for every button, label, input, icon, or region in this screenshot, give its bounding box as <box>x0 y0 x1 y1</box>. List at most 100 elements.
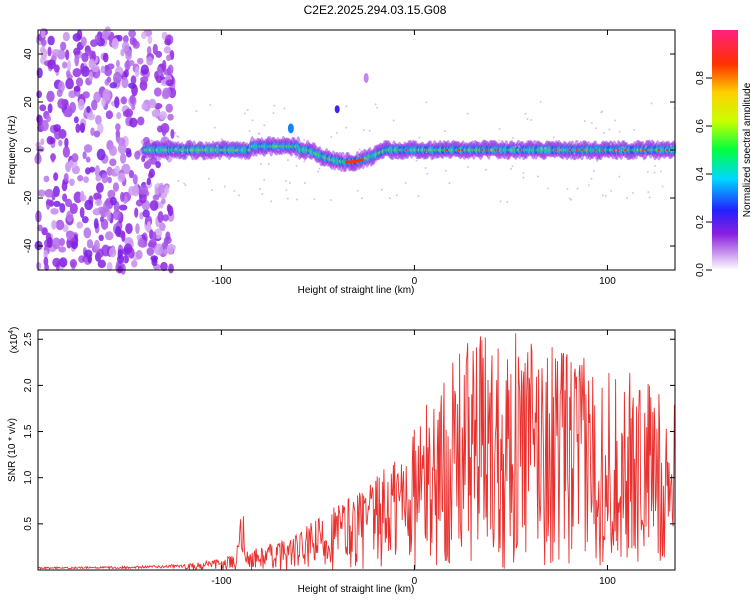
heatmap-cell <box>165 79 174 87</box>
heatmap-cell <box>166 54 172 62</box>
heatmap-cell <box>121 41 130 52</box>
heatmap-cell <box>261 193 264 196</box>
heatmap-cell <box>251 119 254 122</box>
heatmap-cell <box>74 54 80 67</box>
heatmap-cell <box>94 165 101 177</box>
heatmap-cell <box>129 117 138 128</box>
heatmap-cell <box>94 34 101 43</box>
heatmap-cell <box>58 139 63 147</box>
y-tick-label: -40 <box>23 238 34 253</box>
heatmap-cell <box>163 248 168 256</box>
snr-x-title: Height of straight line (km) <box>298 584 415 595</box>
heatmap-cell <box>79 190 85 201</box>
heatmap-cell <box>105 110 114 120</box>
heatmap-cell <box>112 209 122 221</box>
heatmap-cell <box>277 148 280 151</box>
heatmap-cell <box>177 180 180 183</box>
heatmap-cell <box>91 99 98 111</box>
heatmap-cell <box>134 66 140 78</box>
heatmap-cell <box>147 35 153 45</box>
heatmap-cell <box>334 105 340 114</box>
heatmap-cell <box>115 123 121 131</box>
heatmap-cell <box>122 35 129 43</box>
heatmap-cell <box>63 172 69 182</box>
y-tick-label: 2.5 <box>23 332 34 346</box>
heatmap-cell <box>626 197 629 200</box>
heatmap-cell <box>166 244 174 255</box>
heatmap-cell <box>43 249 48 259</box>
heatmap-cell <box>97 259 106 269</box>
heatmap-cell <box>647 191 650 194</box>
heatmap-cell <box>669 144 672 147</box>
heatmap-cell <box>596 159 599 162</box>
heatmap-cell <box>108 247 117 258</box>
heatmap-cell <box>648 196 651 199</box>
heatmap-cell <box>380 188 383 191</box>
colorbar: 0.0 0.2 0.4 0.6 0.8 Normalized spectral ampl… <box>695 30 750 277</box>
heatmap-cell <box>89 50 94 61</box>
x-tick-label: 0 <box>412 276 418 287</box>
heatmap-cell <box>60 41 67 51</box>
heatmap-cell <box>93 218 99 229</box>
heatmap-cell <box>566 187 569 190</box>
heatmap-cell <box>93 239 100 252</box>
heatmap-cell <box>333 168 336 171</box>
heatmap-cell <box>123 254 129 264</box>
heatmap-cell <box>248 130 251 133</box>
heatmap-cell <box>76 221 84 229</box>
heatmap-cell <box>568 197 571 200</box>
heatmap-cell <box>151 109 160 118</box>
heatmap-cell <box>286 197 289 200</box>
heatmap-cell <box>149 200 159 211</box>
heatmap-cell <box>59 202 66 214</box>
snr-multiplier-close: ) <box>9 327 20 330</box>
heatmap-cell <box>209 103 212 106</box>
heatmap-cell <box>594 127 597 130</box>
heatmap-cell <box>73 116 79 124</box>
heatmap-cell <box>511 137 514 140</box>
heatmap-cell <box>46 237 53 248</box>
heatmap-cell <box>216 144 219 147</box>
heatmap-cell <box>614 119 617 122</box>
heatmap-cell <box>66 60 72 72</box>
heatmap-cell <box>466 112 469 115</box>
heatmap-cell <box>618 175 621 178</box>
heatmap-cell <box>146 177 152 186</box>
heatmap-cell <box>131 260 138 268</box>
heatmap-cell <box>88 71 94 82</box>
heatmap-cell <box>53 172 59 181</box>
heatmap-cell <box>633 128 636 131</box>
heatmap-cell <box>36 90 42 99</box>
heatmap-cell <box>53 200 61 208</box>
heatmap-cell <box>518 145 521 148</box>
heatmap-cell <box>47 46 52 57</box>
heatmap-cell <box>388 197 391 200</box>
colorbar-tick-label: 0.2 <box>695 215 706 229</box>
heatmap-cell <box>43 256 49 266</box>
heatmap-cell <box>157 68 164 77</box>
heatmap-cell <box>618 130 621 133</box>
heatmap-cell <box>62 193 68 202</box>
heatmap-cell <box>58 246 67 253</box>
heatmap-cell <box>272 112 275 115</box>
heatmap-cell <box>141 102 148 111</box>
heatmap-cell <box>76 29 83 41</box>
heatmap-cell <box>363 73 369 83</box>
heatmap-cell <box>100 65 106 74</box>
heatmap-cell <box>69 203 78 214</box>
heatmap-cell <box>148 100 157 109</box>
heatmap-cell <box>73 85 81 92</box>
heatmap-cell <box>444 130 447 133</box>
heatmap-cell <box>645 145 648 148</box>
heatmap-cell <box>134 150 141 160</box>
heatmap-cell <box>87 113 96 121</box>
heatmap-cell <box>646 170 649 173</box>
heatmap-cell <box>315 147 318 150</box>
heatmap-cell <box>90 127 95 136</box>
colorbar-tick-label: 0.8 <box>695 71 706 85</box>
heatmap-cell <box>374 103 377 106</box>
heatmap-cell <box>139 79 148 91</box>
heatmap-cell <box>157 211 164 223</box>
heatmap-cell <box>55 219 65 231</box>
heatmap-cell <box>112 182 120 192</box>
